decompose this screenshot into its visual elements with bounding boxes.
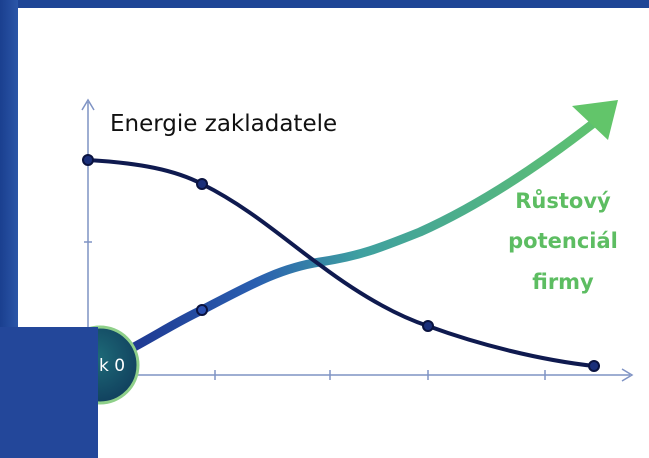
growth-curve (95, 117, 600, 370)
growth-label: Růstový potenciál firmy (508, 189, 618, 294)
start-label: k 0 (99, 356, 125, 376)
energy-curve (86, 158, 596, 368)
curve-points (82, 154, 600, 372)
growth-arrowhead (572, 100, 618, 140)
energy-label: Energie zakladatele (110, 111, 337, 137)
growth-label-line: Růstový (515, 189, 611, 213)
growth-label-line: potenciál (508, 229, 618, 253)
overlay-panel (0, 327, 98, 458)
growth-label-line: firmy (532, 270, 594, 294)
top-frame (0, 0, 649, 8)
